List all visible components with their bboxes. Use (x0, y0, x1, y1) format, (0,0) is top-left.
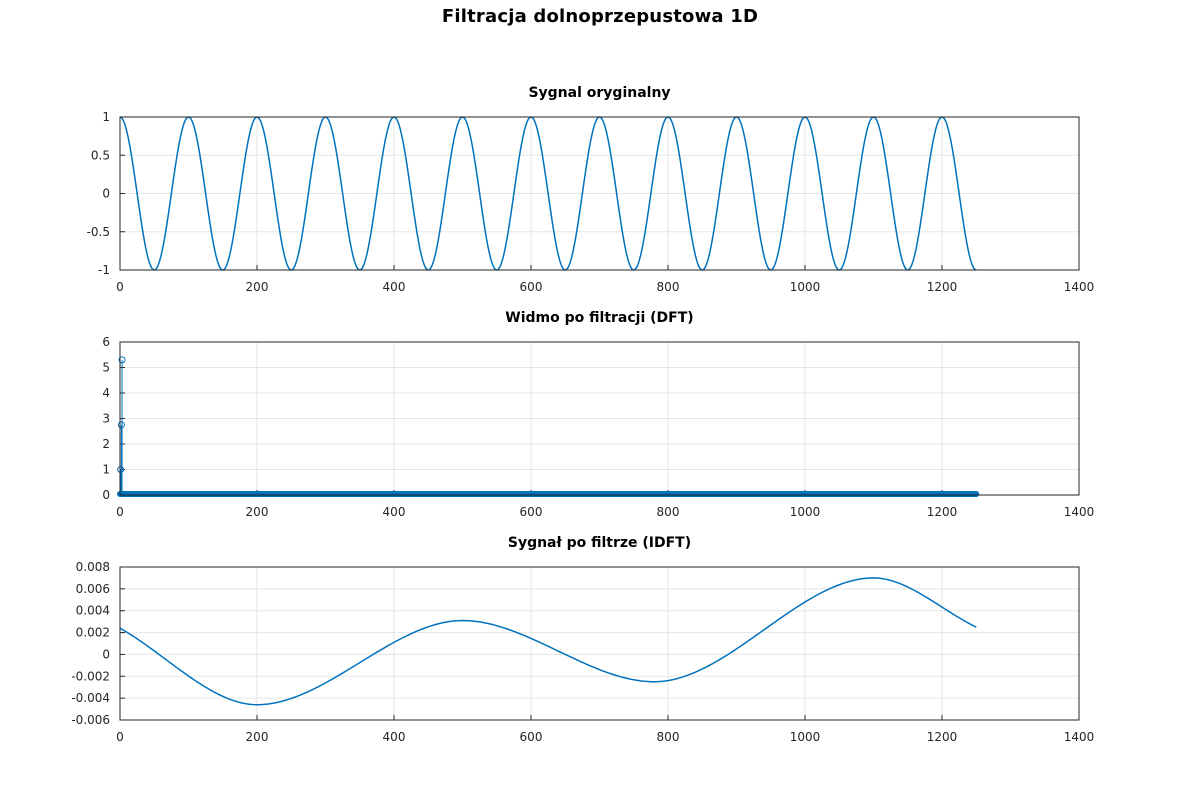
chart-title: Widmo po filtracji (DFT) (505, 310, 693, 326)
axes-box (119, 566, 1080, 721)
x-tick-label: 1000 (790, 730, 821, 744)
y-tick-label: -1 (98, 263, 110, 277)
y-tick-label: 0.002 (76, 626, 110, 640)
series-line (119, 116, 977, 271)
plot-area (120, 567, 1079, 720)
y-tick-label: 0 (102, 488, 110, 502)
stem-marker (117, 466, 125, 473)
y-tick-label: 6 (102, 335, 110, 349)
chart-title: Sygnal oryginalny (528, 85, 670, 101)
chart-panel-3: Sygnał po filtrze (IDFT) 0 200 400 600 800 100… (71, 535, 1094, 744)
y-tick-label: 2 (102, 437, 110, 451)
y-tick-label: 0 (102, 187, 110, 201)
x-tick-label: 600 (520, 730, 543, 744)
x-tick-label: 1400 (1064, 280, 1095, 294)
x-tick-label: 400 (383, 730, 406, 744)
x-tick-label: 1200 (927, 730, 958, 744)
y-tick-label: -0.002 (71, 669, 110, 683)
x-tick-label: 800 (657, 505, 680, 519)
chart-panel-2: Widmo po filtracji (DFT) 0 200 400 600 800 100… (102, 310, 1094, 519)
x-tick-label: 200 (246, 505, 269, 519)
chart-panel-1: Sygnal oryginalny 0 200 400 600 800 1000 1200 14… (87, 85, 1095, 294)
figure-title: Filtracja dolnoprzepustowa 1D (441, 6, 759, 27)
y-tick-label: -0.004 (71, 691, 110, 705)
x-tick-label: 600 (520, 280, 543, 294)
x-tick-label: 800 (657, 730, 680, 744)
x-tick-label: 0 (116, 730, 124, 744)
x-tick-label: 200 (246, 280, 269, 294)
x-tick-label: 1400 (1064, 730, 1095, 744)
x-tick-label: 200 (246, 730, 269, 744)
y-tick-label: 0 (102, 647, 110, 661)
y-tick-label: -0.006 (71, 713, 110, 727)
y-tick-label: 0.5 (91, 148, 110, 162)
series-line (119, 577, 977, 706)
x-tick-label: 0 (116, 505, 124, 519)
y-tick-label: 0.008 (76, 560, 110, 574)
y-tick-label: 0.004 (76, 604, 110, 618)
x-tick-label: 1000 (790, 280, 821, 294)
x-tick-label: 1000 (790, 505, 821, 519)
axes-box (119, 116, 1080, 271)
x-tick-label: 1200 (927, 280, 958, 294)
x-tick-label: 400 (383, 280, 406, 294)
x-tick-label: 1400 (1064, 505, 1095, 519)
x-tick-label: 600 (520, 505, 543, 519)
x-tick-label: 1200 (927, 505, 958, 519)
y-tick-label: -0.5 (87, 225, 110, 239)
x-tick-label: 800 (657, 280, 680, 294)
y-tick-label: 1 (102, 463, 110, 477)
chart-title: Sygnał po filtrze (IDFT) (508, 535, 691, 551)
y-tick-label: 5 (102, 361, 110, 375)
y-tick-label: 3 (102, 412, 110, 426)
x-tick-label: 0 (116, 280, 124, 294)
axes-box (119, 341, 1080, 496)
x-tick-label: 400 (383, 505, 406, 519)
y-tick-label: 0.006 (76, 582, 110, 596)
stem-marker (118, 356, 126, 364)
y-tick-label: 1 (102, 110, 110, 124)
stem-marker (117, 421, 125, 429)
y-tick-label: 4 (102, 386, 110, 400)
